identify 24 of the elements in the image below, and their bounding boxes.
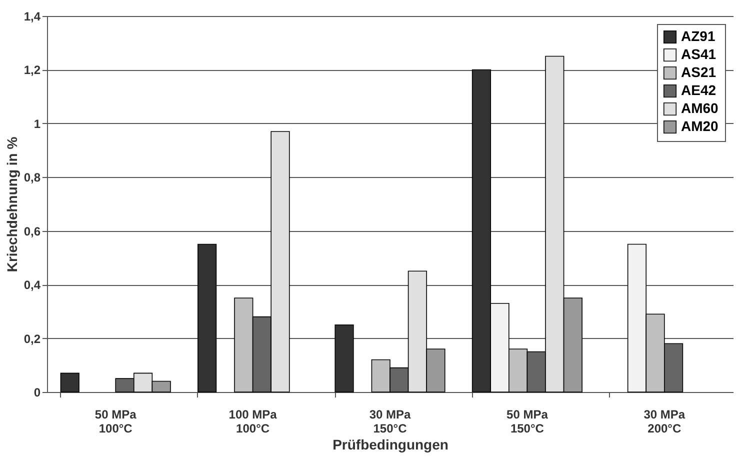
legend-label: AS41: [681, 46, 716, 62]
x-tick-label: 30 MPa 150°C: [369, 408, 411, 436]
y-tick-label: 0,2: [24, 332, 41, 346]
y-tick-label: 1,2: [24, 63, 41, 78]
y-tick-label: 1: [34, 116, 41, 131]
x-tick-label: 100 MPa 100°C: [228, 408, 278, 436]
bar: [334, 324, 354, 392]
x-tick-label: 30 MPa 200°C: [644, 408, 686, 436]
y-tick-label: 0,8: [24, 170, 41, 185]
legend-label: AZ91: [681, 28, 716, 44]
x-tick-label: 50 MPa 100°C: [94, 408, 137, 436]
y-tick-label: 1,4: [24, 10, 41, 24]
y-tick-label: 0: [34, 386, 41, 400]
x-axis-title: Prüfbedingungen: [332, 436, 448, 452]
bar: [60, 372, 80, 392]
y-axis-title: Kriechdehnung in %: [4, 136, 20, 272]
legend-label: AM60: [681, 100, 719, 116]
y-tick-label: 0,6: [24, 224, 41, 238]
x-tick-label: 50 MPa 150°C: [506, 408, 548, 436]
bar: [198, 244, 217, 392]
legend-label: AM20: [681, 118, 719, 134]
legend-label: AS21: [681, 64, 716, 80]
legend-label: AE42: [681, 82, 716, 98]
y-tick-label: 0,4: [24, 278, 41, 292]
